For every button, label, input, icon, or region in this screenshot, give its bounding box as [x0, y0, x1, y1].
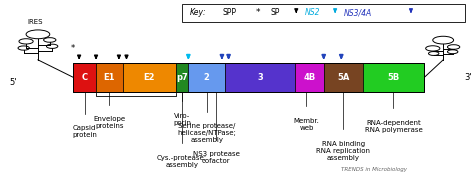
Text: 3': 3' — [465, 73, 472, 82]
Text: *: * — [71, 44, 75, 53]
Text: NS3 protease
cofactor: NS3 protease cofactor — [192, 151, 239, 164]
Text: 5A: 5A — [337, 73, 349, 82]
Text: NS3/4A: NS3/4A — [344, 8, 372, 17]
Text: NS2: NS2 — [305, 8, 320, 17]
Bar — [188, 63, 225, 92]
Text: Envelope
proteins: Envelope proteins — [93, 116, 126, 129]
Text: *: * — [256, 8, 260, 17]
Bar — [123, 63, 176, 92]
Text: E2: E2 — [144, 73, 155, 82]
Bar — [182, 4, 465, 22]
Bar — [73, 63, 424, 92]
Bar — [225, 63, 295, 92]
Text: Viro-
porin: Viro- porin — [173, 113, 191, 126]
Text: 2: 2 — [204, 73, 210, 82]
Text: p7: p7 — [176, 73, 188, 82]
Text: Cys.-protease;
assembly: Cys.-protease; assembly — [157, 155, 207, 168]
Text: 5': 5' — [9, 78, 17, 87]
Bar — [96, 63, 123, 92]
Text: Membr.
web: Membr. web — [293, 118, 319, 131]
Text: E1: E1 — [104, 73, 115, 82]
Bar — [363, 63, 424, 92]
Text: 4B: 4B — [303, 73, 316, 82]
Text: Key:: Key: — [190, 8, 206, 17]
Text: Serine protease/
helicase/NTPase;
assembly: Serine protease/ helicase/NTPase; assemb… — [177, 123, 236, 143]
Text: SPP: SPP — [223, 8, 237, 17]
Text: RNA-dependent
RNA polymerase: RNA-dependent RNA polymerase — [365, 120, 422, 133]
Bar — [73, 63, 96, 92]
Text: 5B: 5B — [387, 73, 400, 82]
Bar — [295, 63, 324, 92]
Text: SP: SP — [270, 8, 280, 17]
Text: TRENDS in Microbiology: TRENDS in Microbiology — [341, 168, 407, 172]
Text: IRES: IRES — [28, 19, 43, 25]
Text: 3: 3 — [257, 73, 263, 82]
Text: RNA binding
RNA replication
assembly: RNA binding RNA replication assembly — [316, 141, 370, 161]
Text: C: C — [82, 73, 88, 82]
Bar — [324, 63, 363, 92]
Text: Capsid
protein: Capsid protein — [73, 125, 97, 138]
Bar — [176, 63, 188, 92]
